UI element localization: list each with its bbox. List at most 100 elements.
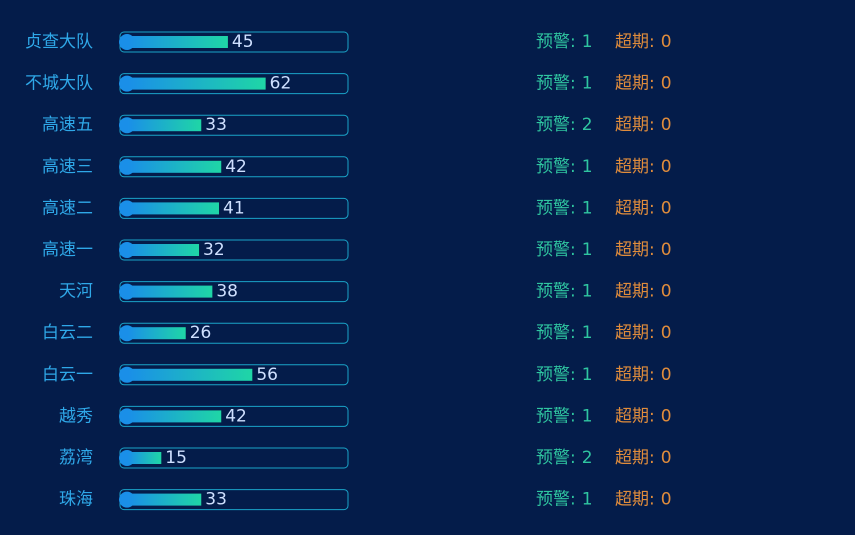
overdue-label: 超期: <box>615 74 655 94</box>
category-label: 高速三 <box>42 157 93 177</box>
category-label: 白云二 <box>42 323 93 343</box>
warning-value: 1 <box>582 32 593 52</box>
overdue-label: 超期: <box>615 406 655 426</box>
overdue-value: 0 <box>661 74 672 94</box>
warning: 预警: 1 <box>536 74 593 94</box>
overdue-label: 超期: <box>615 157 655 177</box>
overdue: 超期: 0 <box>615 198 672 218</box>
overdue: 超期: 0 <box>615 240 672 260</box>
warning-label: 预警: <box>536 115 576 135</box>
bar <box>128 452 162 464</box>
warning-value: 1 <box>582 406 593 426</box>
overdue-value: 0 <box>661 448 672 468</box>
warning: 预警: 1 <box>536 282 593 302</box>
warning: 预警: 1 <box>536 406 593 426</box>
warning-value: 2 <box>582 115 593 135</box>
category-label: 高速五 <box>42 115 93 135</box>
bar <box>128 77 266 90</box>
overdue-value: 0 <box>661 365 672 385</box>
category-label: 不城大队 <box>25 74 93 94</box>
warning-label: 预警: <box>536 365 576 385</box>
warning-label: 预警: <box>536 157 576 177</box>
value-label: 33 <box>205 115 227 135</box>
overdue-label: 超期: <box>615 198 655 218</box>
value-label: 56 <box>256 365 278 385</box>
overdue: 超期: 0 <box>615 282 672 302</box>
overdue-label: 超期: <box>615 448 655 468</box>
overdue: 超期: 0 <box>615 490 672 510</box>
overdue-value: 0 <box>661 198 672 218</box>
warning-value: 1 <box>582 198 593 218</box>
overdue-value: 0 <box>661 115 672 135</box>
category-label: 荔湾 <box>59 448 93 468</box>
bar <box>128 119 202 132</box>
bar <box>128 368 253 381</box>
warning-value: 1 <box>582 157 593 177</box>
bar <box>128 285 213 298</box>
warning-label: 预警: <box>536 198 576 218</box>
overdue-value: 0 <box>661 157 672 177</box>
warning-value: 2 <box>582 448 593 468</box>
warning: 预警: 2 <box>536 448 593 468</box>
overdue: 超期: 0 <box>615 157 672 177</box>
bar <box>128 244 200 256</box>
warning-value: 1 <box>582 282 593 302</box>
value-label: 32 <box>203 240 225 260</box>
overdue-value: 0 <box>661 490 672 510</box>
warning: 预警: 1 <box>536 157 593 177</box>
value-label: 42 <box>225 406 247 426</box>
value-label: 62 <box>270 74 292 94</box>
overdue: 超期: 0 <box>615 323 672 343</box>
overdue: 超期: 0 <box>615 448 672 468</box>
overdue-value: 0 <box>661 282 672 302</box>
warning-label: 预警: <box>536 32 576 52</box>
overdue: 超期: 0 <box>615 32 672 52</box>
warning-value: 1 <box>582 365 593 385</box>
value-label: 45 <box>232 32 254 52</box>
warning-label: 预警: <box>536 282 576 302</box>
overdue-label: 超期: <box>615 282 655 302</box>
warning: 预警: 1 <box>536 490 593 510</box>
warning-label: 预警: <box>536 240 576 260</box>
overdue: 超期: 0 <box>615 115 672 135</box>
bar <box>128 410 222 423</box>
value-label: 42 <box>225 157 247 177</box>
category-label: 高速二 <box>42 198 93 218</box>
warning-label: 预警: <box>536 74 576 94</box>
value-label: 41 <box>223 198 245 218</box>
overdue-label: 超期: <box>615 490 655 510</box>
overdue-label: 超期: <box>615 323 655 343</box>
bar <box>128 160 222 173</box>
category-label: 天河 <box>59 282 93 302</box>
overdue: 超期: 0 <box>615 74 672 94</box>
overdue-value: 0 <box>661 406 672 426</box>
category-label: 贞查大队 <box>25 32 93 52</box>
overdue-label: 超期: <box>615 115 655 135</box>
warning-value: 1 <box>582 490 593 510</box>
warning: 预警: 1 <box>536 240 593 260</box>
bar <box>128 493 202 506</box>
warning-label: 预警: <box>536 406 576 426</box>
warning-value: 1 <box>582 323 593 343</box>
overdue-value: 0 <box>661 32 672 52</box>
warning-label: 预警: <box>536 448 576 468</box>
bar <box>128 36 228 48</box>
warning: 预警: 2 <box>536 115 593 135</box>
value-label: 26 <box>190 323 212 343</box>
warning-label: 预警: <box>536 490 576 510</box>
overdue: 超期: 0 <box>615 365 672 385</box>
bar <box>128 327 186 340</box>
overdue-label: 超期: <box>615 240 655 260</box>
bar <box>128 202 220 215</box>
category-label: 白云一 <box>42 365 93 385</box>
warning: 预警: 1 <box>536 323 593 343</box>
overdue-label: 超期: <box>615 32 655 52</box>
value-label: 38 <box>216 282 238 302</box>
value-label: 15 <box>165 448 187 468</box>
category-label: 高速一 <box>42 240 93 260</box>
overdue: 超期: 0 <box>615 406 672 426</box>
overdue-label: 超期: <box>615 365 655 385</box>
warning-value: 1 <box>582 240 593 260</box>
category-label: 珠海 <box>59 490 93 510</box>
